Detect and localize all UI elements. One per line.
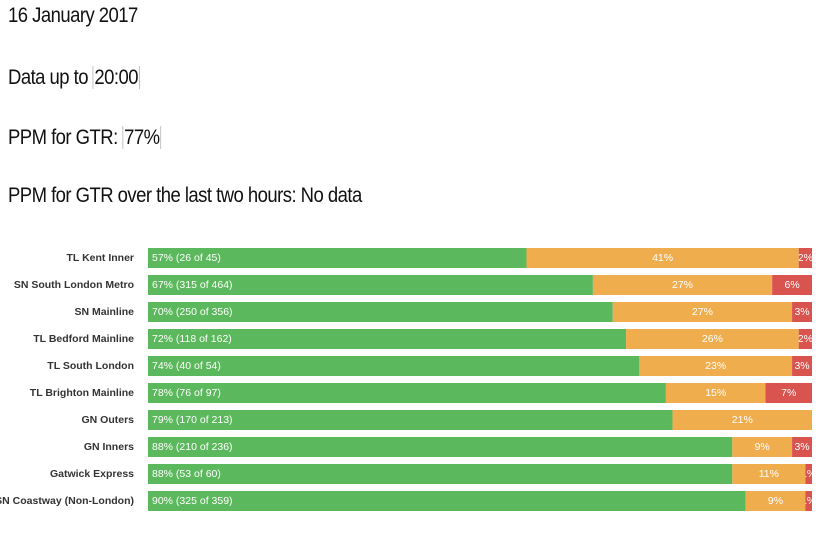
bar-segment (148, 464, 733, 484)
value-label: 3% (794, 306, 809, 318)
bar-segment (592, 275, 773, 295)
bar-segment (672, 410, 812, 430)
bar-segment (745, 491, 806, 511)
value-label: 2% (798, 333, 813, 345)
time: 20:00 (92, 66, 140, 89)
bar-segment (148, 275, 593, 295)
category-label: TL Brighton Mainline (30, 387, 134, 399)
category-label: SN Coastway (Non-London) (0, 495, 134, 507)
category-label: GN Inners (84, 441, 134, 453)
bar-segment (148, 491, 746, 511)
bar-segment (148, 248, 527, 268)
bar-segment (732, 464, 806, 484)
value-label: 78% (76 of 97) (152, 387, 221, 399)
value-label: 88% (210 of 236) (152, 441, 233, 453)
bar-segment (798, 329, 812, 349)
value-label: 70% (250 of 356) (152, 306, 233, 318)
bar-segment (805, 491, 812, 511)
value-label: 6% (784, 279, 799, 291)
value-label: 11% (759, 468, 779, 480)
value-label: 72% (118 of 162) (152, 333, 232, 345)
value-label: 1% (801, 468, 816, 480)
value-label: 23% (705, 360, 726, 372)
value-label: 1% (801, 495, 816, 507)
category-label: GN Outers (81, 414, 134, 426)
bar-segment (148, 410, 673, 430)
value-label: 3% (794, 360, 809, 372)
value-label: 41% (652, 252, 673, 264)
bar-segment (665, 383, 766, 403)
value-label: 90% (325 of 359) (152, 495, 233, 507)
value-label: 57% (26 of 45) (152, 252, 221, 264)
category-label: Gatwick Express (50, 468, 134, 480)
bar-segment (798, 248, 812, 268)
value-label: 79% (170 of 213) (152, 414, 233, 426)
data-up-to: Data up to 20:00 (8, 66, 140, 90)
value-label: 9% (755, 441, 770, 453)
bar-segment (526, 248, 799, 268)
bar-segment (148, 383, 666, 403)
date: 16 January 2017 (8, 4, 138, 27)
ppm: PPM for GTR: 77% (8, 126, 162, 150)
ppm-value: 77% (122, 126, 162, 149)
value-label: 27% (692, 306, 713, 318)
bar-segment (148, 437, 733, 457)
value-label: 26% (702, 333, 723, 345)
bar-segment (626, 329, 799, 349)
bar-segment (639, 356, 793, 376)
value-label: 3% (794, 441, 809, 453)
bar-segment (732, 437, 793, 457)
category-label: TL South London (47, 360, 134, 372)
bar-segment (792, 437, 812, 457)
ppm-recent: PPM for GTR over the last two hours: No … (8, 184, 362, 207)
bar-segment (148, 329, 627, 349)
bar-segment (805, 464, 812, 484)
bar-segment (792, 356, 812, 376)
category-label: TL Kent Inner (67, 252, 134, 264)
category-label: SN Mainline (74, 306, 134, 318)
bar-segment (148, 356, 640, 376)
value-label: 74% (40 of 54) (152, 360, 221, 372)
value-label: 15% (705, 387, 726, 399)
category-label: SN South London Metro (14, 279, 134, 291)
value-label: 27% (672, 279, 693, 291)
value-label: 9% (768, 495, 783, 507)
bar-segment (612, 302, 793, 322)
category-label: TL Bedford Mainline (33, 333, 134, 345)
value-label: 88% (53 of 60) (152, 468, 221, 480)
bar-segment (148, 302, 613, 322)
label: PPM for GTR: (8, 126, 118, 149)
value-label: 21% (732, 414, 753, 426)
label: Data up to (8, 66, 89, 89)
value-label: 2% (798, 252, 813, 264)
value-label: 67% (315 of 464) (152, 279, 233, 291)
bar-segment (792, 302, 812, 322)
bar-segment (772, 275, 812, 295)
value-label: 7% (781, 387, 796, 399)
bar-segment (765, 383, 812, 403)
